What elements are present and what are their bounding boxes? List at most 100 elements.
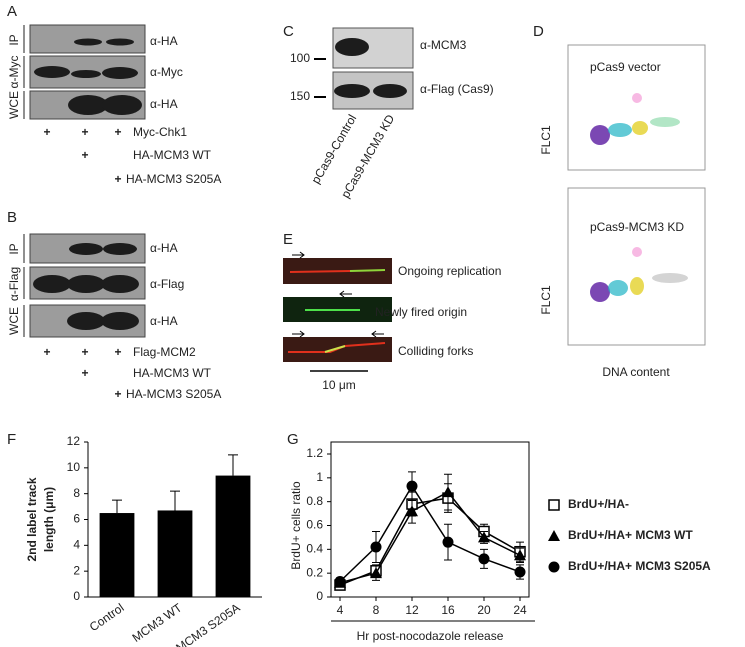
- marker: [514, 549, 526, 561]
- band: [68, 95, 108, 115]
- band: [101, 312, 139, 330]
- plus-mark: +: [43, 125, 50, 139]
- cluster: [590, 282, 610, 302]
- band: [69, 243, 103, 255]
- legend-label: BrdU+/HA-: [568, 497, 629, 511]
- band: [71, 70, 101, 78]
- marker: [406, 505, 418, 517]
- band-label: α-MCM3: [420, 38, 467, 52]
- treatment-label: Myc-Chk1: [133, 125, 187, 139]
- y-tick-label: 0: [73, 589, 80, 603]
- treatment-label: HA-MCM3 WT: [133, 366, 212, 380]
- bar: [215, 475, 251, 597]
- fibers: Ongoing replication Newly fired origin C…: [283, 251, 501, 392]
- plus-mark: +: [43, 345, 50, 359]
- plus-mark: +: [81, 125, 88, 139]
- plus-mark: +: [114, 387, 121, 401]
- cluster: [630, 277, 644, 295]
- band: [102, 67, 138, 79]
- panel-letter: B: [7, 209, 17, 226]
- marker: [478, 553, 490, 565]
- band: [74, 38, 102, 46]
- band: [34, 66, 70, 78]
- y-tick-label: 0.8: [306, 494, 323, 508]
- treatment-label: HA-MCM3 S205A: [126, 387, 221, 401]
- band: [67, 275, 105, 293]
- cluster: [590, 125, 610, 145]
- ip-label: IP: [7, 34, 21, 45]
- band: [335, 38, 369, 56]
- y-tick-label: 8: [73, 486, 80, 500]
- band: [334, 84, 370, 98]
- treatment-label: HA-MCM3 S205A: [126, 172, 221, 186]
- legend-marker: [548, 561, 560, 573]
- legend-label: BrdU+/HA+ MCM3 S205A: [568, 559, 711, 573]
- flow-plot: [567, 187, 706, 346]
- band: [33, 275, 71, 293]
- marker-label: 150: [290, 89, 310, 103]
- fiber-label: Colliding forks: [398, 344, 473, 358]
- x-tick-label: 24: [513, 603, 527, 617]
- legend-marker: [548, 499, 560, 511]
- y-label: length (μm): [42, 487, 56, 552]
- plus-mark: +: [81, 345, 88, 359]
- x-tick-label: 4: [337, 603, 344, 617]
- panel-letter: D: [533, 23, 544, 40]
- x-tick-label: 8: [373, 603, 380, 617]
- band: [103, 243, 137, 255]
- y-label: 2nd label track: [25, 477, 39, 561]
- ip-label: IP: [7, 243, 21, 254]
- fiber-label: Ongoing replication: [398, 264, 501, 278]
- y-tick-label: 1: [316, 470, 323, 484]
- panel-letter: A: [7, 3, 17, 20]
- blot-strip: [332, 27, 414, 69]
- y-tick-label: 0.4: [306, 542, 323, 556]
- band-label: α-Flag (Cas9): [420, 82, 494, 96]
- treatment-label: Flag-MCM2: [133, 345, 196, 359]
- x-label: DNA content: [602, 365, 670, 379]
- fiber: [289, 270, 351, 273]
- flow-plot: [567, 44, 706, 171]
- series-line: [339, 484, 521, 583]
- panel-letter: E: [283, 231, 293, 248]
- cluster: [652, 273, 688, 283]
- panel-letter: G: [287, 431, 299, 448]
- antibody-label: α-Flag: [7, 267, 21, 301]
- cluster: [608, 280, 628, 296]
- wce-label: WCE: [7, 307, 21, 335]
- marker: [442, 536, 454, 548]
- error-bar: [228, 454, 238, 476]
- scale-label: 10 μm: [322, 378, 356, 392]
- plot-title: pCas9-MCM3 KD: [590, 220, 684, 234]
- band: [102, 95, 142, 115]
- arrow: [371, 330, 384, 338]
- fiber: [349, 269, 386, 272]
- marker: [442, 486, 454, 498]
- band-label: α-HA: [150, 34, 178, 48]
- wce-label: WCE: [7, 91, 21, 119]
- marker: [370, 541, 382, 553]
- marker: [370, 567, 382, 579]
- cluster: [632, 121, 648, 135]
- x-label: Hr post-nocodazole release: [357, 629, 504, 643]
- marker: [334, 576, 346, 588]
- plus-mark: +: [81, 366, 88, 380]
- x-tick-label: 12: [405, 603, 419, 617]
- blot-a: IP α-Myc WCE α-HA α-Myc α-HA: [7, 24, 183, 120]
- fiber: [324, 345, 346, 353]
- x-tick-label: MCM3 WT: [130, 600, 186, 645]
- panel-letter: C: [283, 23, 294, 40]
- band: [67, 312, 105, 330]
- x-tick-label: 16: [441, 603, 455, 617]
- band: [373, 84, 407, 98]
- y-tick-label: 2: [73, 563, 80, 577]
- y-tick-label: 12: [67, 434, 81, 448]
- y-label: FLC1: [539, 285, 553, 315]
- band-label: α-Myc: [150, 65, 183, 79]
- bar: [99, 513, 135, 597]
- blot-b: IP α-Flag WCE α-HA α-Flag α-HA: [7, 233, 184, 338]
- antibody-label: α-Myc: [7, 56, 21, 89]
- marker: [478, 531, 490, 543]
- plot-title: pCas9 vector: [590, 60, 661, 74]
